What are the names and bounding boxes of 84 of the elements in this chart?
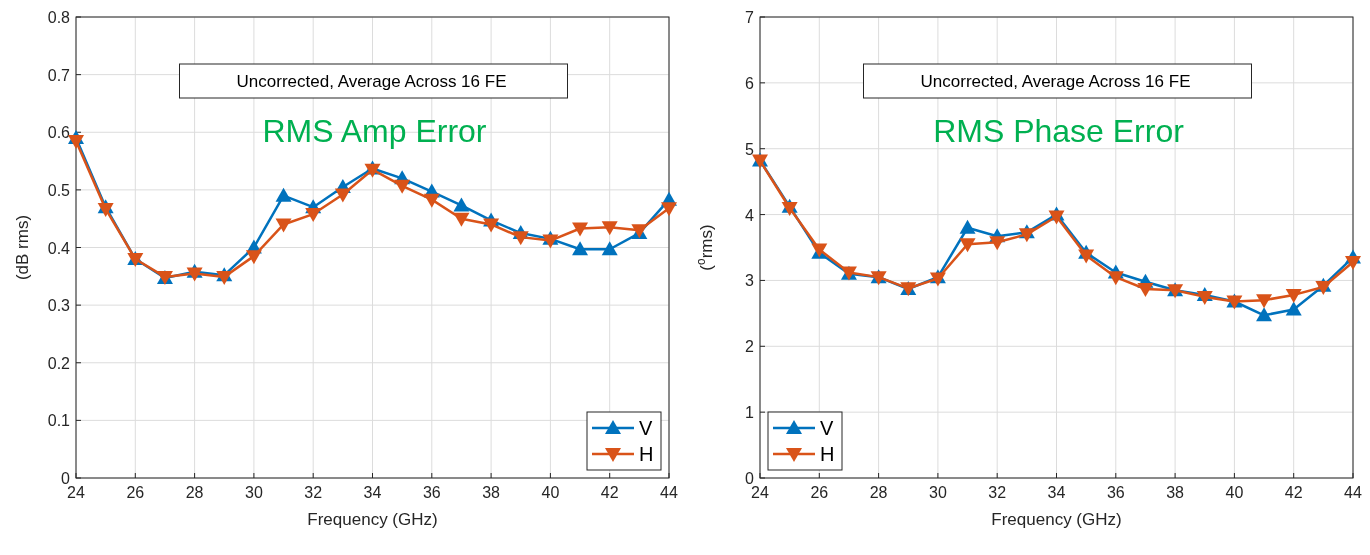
- x-tick-label: 42: [600, 484, 619, 501]
- y-tick-label: 0.6: [47, 124, 71, 142]
- x-tick-label: 44: [660, 484, 678, 501]
- point: [542, 234, 559, 249]
- point: [601, 221, 618, 236]
- legend-label: V: [639, 417, 653, 439]
- y-tick-label: 0.8: [47, 9, 71, 26]
- point: [245, 250, 262, 265]
- point: [1285, 301, 1302, 316]
- annotation: Uncorrected, Average Across 16 FE: [920, 72, 1191, 91]
- point: [1256, 307, 1273, 322]
- point: [959, 238, 976, 253]
- point: [1137, 282, 1154, 297]
- point: [572, 241, 589, 256]
- legend-label: H: [820, 443, 835, 465]
- text: RMS Phase Error: [933, 113, 1185, 149]
- point: [483, 218, 500, 233]
- y-tick-label: 0.1: [47, 412, 71, 430]
- x-tick-label: 36: [422, 484, 441, 501]
- x-tick-label: 26: [810, 484, 829, 501]
- y-tick-label: 2: [745, 338, 755, 356]
- x-tick-label: 32: [304, 484, 323, 501]
- point: [1285, 288, 1302, 303]
- point: [989, 236, 1006, 251]
- y-axis-title: (dB rms): [13, 214, 32, 281]
- y-tick-label: 1: [745, 404, 755, 422]
- x-tick-label: 26: [126, 484, 145, 501]
- point: [453, 197, 470, 212]
- x-tick-label: 28: [185, 484, 204, 501]
- x-tick-label: 44: [1344, 484, 1362, 501]
- x-axis-title: Frequency (GHz): [307, 510, 438, 529]
- legend-label: H: [639, 443, 654, 465]
- point: [1018, 228, 1035, 243]
- point: [1345, 255, 1361, 270]
- x-tick-label: 40: [541, 484, 560, 501]
- x-tick-label: 32: [988, 484, 1007, 501]
- point: [959, 219, 976, 234]
- point: [1315, 281, 1332, 296]
- x-tick-label: 34: [363, 484, 382, 501]
- point: [275, 218, 292, 233]
- point: [334, 188, 351, 203]
- point: [1048, 210, 1065, 225]
- point: [423, 193, 440, 208]
- x-tick-label: 38: [1166, 484, 1185, 501]
- x-tick-label: 28: [869, 484, 888, 501]
- point: [1256, 294, 1273, 309]
- point: [1196, 290, 1213, 305]
- x-tick-label: 30: [245, 484, 263, 501]
- x-tick-label: 34: [1047, 484, 1066, 501]
- x-tick-label: 30: [929, 484, 947, 501]
- point: [453, 212, 470, 227]
- y-tick-label: 0.5: [47, 181, 71, 199]
- point: [394, 179, 411, 194]
- point: [572, 222, 589, 237]
- y-tick-label: 0.4: [47, 239, 71, 257]
- y-tick-label: 4: [745, 206, 755, 224]
- text: RMS Amp Error: [262, 113, 487, 149]
- y-tick-label: 0.7: [47, 66, 71, 84]
- point: [1078, 249, 1095, 264]
- x-axis-title: Frequency (GHz): [991, 510, 1122, 529]
- x-tick-label: 24: [751, 484, 769, 501]
- x-tick-label: 38: [482, 484, 501, 501]
- x-tick-label: 40: [1225, 484, 1244, 501]
- point: [186, 267, 203, 282]
- annotation: Uncorrected, Average Across 16 FE: [236, 72, 507, 91]
- point: [512, 231, 529, 246]
- y-tick-label: 6: [745, 74, 755, 92]
- x-tick-label: 42: [1284, 484, 1303, 501]
- y-tick-label: 5: [745, 140, 755, 158]
- point: [68, 134, 84, 149]
- point: [601, 241, 618, 256]
- point: [661, 202, 677, 217]
- y-tick-label: 0: [745, 470, 755, 487]
- x-tick-label: 36: [1106, 484, 1125, 501]
- y-tick-label: 3: [745, 272, 755, 290]
- y-tick-label: 0.3: [47, 297, 71, 315]
- x-tick-label: 24: [67, 484, 85, 501]
- point: [305, 208, 322, 223]
- legend-label: V: [820, 417, 834, 439]
- y-tick-label: 0: [61, 470, 71, 487]
- point: [1107, 271, 1124, 286]
- y-tick-label: 0.2: [47, 354, 71, 372]
- point: [275, 187, 292, 202]
- y-tick-label: 7: [745, 9, 755, 26]
